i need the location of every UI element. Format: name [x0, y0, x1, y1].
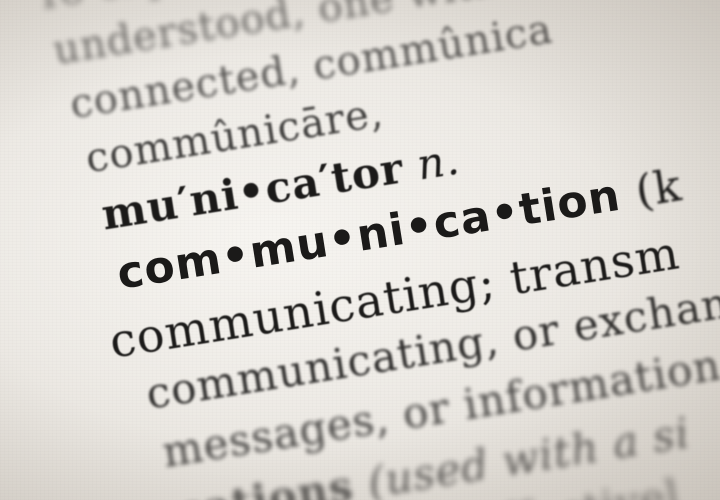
pronunciation-start: (k: [632, 160, 686, 218]
part-of-speech: n.: [413, 134, 464, 190]
